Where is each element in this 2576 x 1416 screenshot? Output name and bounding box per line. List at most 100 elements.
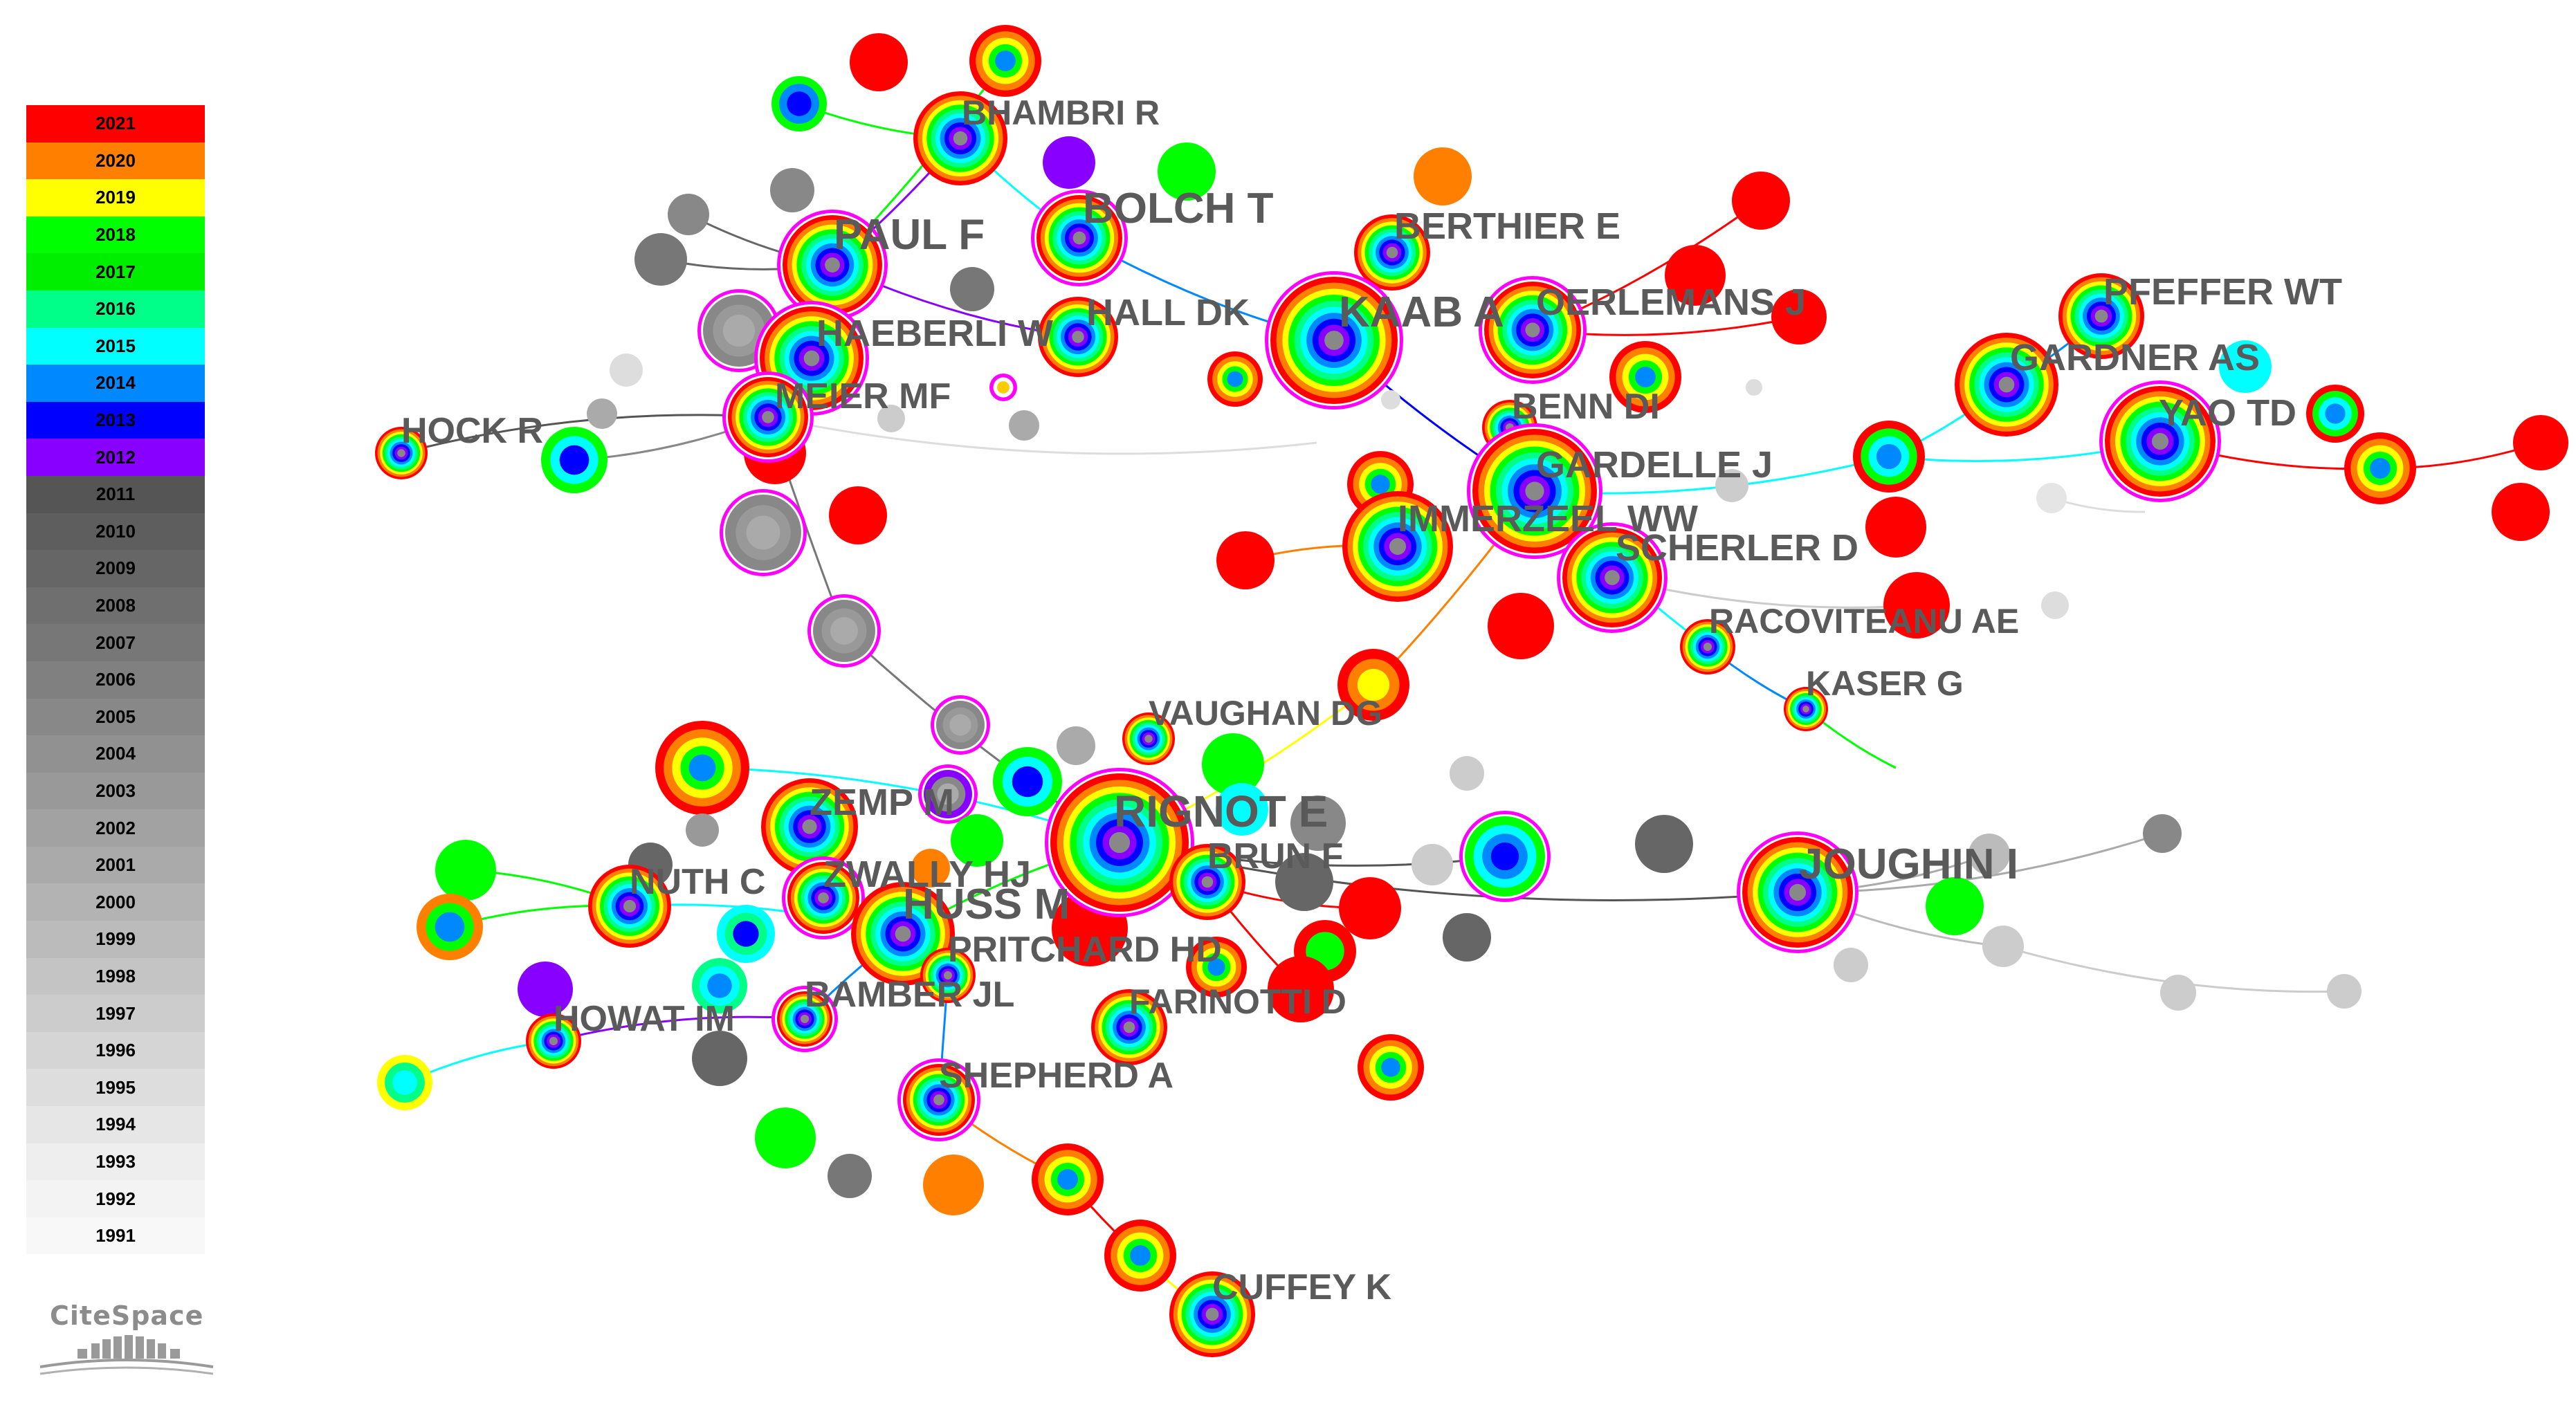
network-node [1057, 726, 1095, 765]
author-node-gardner-as [1955, 333, 2058, 436]
author-node-howat-im [526, 1013, 581, 1069]
legend-year-1993: 1993 [26, 1143, 205, 1181]
legend-year-1997: 1997 [26, 995, 205, 1032]
author-label: RACOVITEANU AE [1709, 602, 2019, 641]
network-node [969, 25, 1041, 97]
author-label: HAEBERLI W [816, 313, 1053, 354]
network-node [668, 194, 709, 235]
legend-year-2012: 2012 [26, 439, 205, 476]
network-node [911, 849, 950, 888]
network-node [1339, 877, 1401, 939]
year-legend: 2021 2020 2019 2018 2017 2016 2015 2014 2013 2012… [26, 105, 205, 1255]
author-node-scherler-d [1557, 522, 1668, 633]
network-node [1488, 593, 1554, 659]
network-node [850, 33, 908, 91]
author-node-bhambri-r [913, 91, 1007, 185]
network-labels: BHAMBRI R BOLCH T PAUL F BERTHIER E HAEBERLI… [401, 93, 2342, 1307]
legend-year-1999: 1999 [26, 921, 205, 958]
network-node [1358, 1034, 1424, 1101]
network-node [1216, 783, 1268, 836]
network-nodes [375, 25, 2568, 1357]
network-node [2143, 814, 2182, 853]
author-label: BHAMBRI R [962, 93, 1160, 132]
author-node-pritchard-hd [920, 948, 976, 1003]
network-node [2160, 975, 2196, 1011]
network-node [993, 747, 1062, 816]
network-node [720, 489, 807, 576]
author-node-hall-dk [1038, 297, 1118, 377]
author-label: KASER G [1806, 664, 1964, 703]
legend-year-2016: 2016 [26, 290, 205, 328]
network-node [2327, 974, 2362, 1009]
legend-year-2000: 2000 [26, 883, 205, 921]
legend-year-2004: 2004 [26, 735, 205, 773]
logo-graphic [39, 1335, 214, 1375]
author-label: KAAB A [1339, 288, 1504, 336]
network-node [634, 233, 687, 286]
author-label: RIGNOT E [1114, 787, 1328, 836]
author-node-bolch-t [1031, 190, 1128, 286]
network-node [2513, 415, 2568, 470]
network-node [1635, 815, 1693, 873]
network-node [587, 398, 617, 429]
author-node-brun-f [1169, 844, 1245, 920]
network-node [771, 76, 827, 131]
network-node [1032, 1143, 1104, 1215]
author-node-nuth-c [588, 865, 671, 948]
author-label: JOUGHIN I [1799, 840, 2018, 888]
legend-year-1991: 1991 [26, 1217, 205, 1255]
legend-year-2001: 2001 [26, 846, 205, 884]
author-label: PAUL F [834, 211, 985, 259]
legend-year-2018: 2018 [26, 216, 205, 254]
network-node [1715, 469, 1748, 502]
network-node [377, 1055, 432, 1110]
network-node [918, 764, 978, 824]
network-node [1009, 410, 1039, 441]
legend-year-2021: 2021 [26, 105, 205, 142]
network-node [950, 267, 994, 311]
network-node [828, 1154, 872, 1198]
legend-year-2007: 2007 [26, 624, 205, 661]
author-node-paul-f [777, 210, 888, 320]
author-node-bamber-jl [771, 986, 838, 1052]
network-node [923, 1155, 984, 1215]
author-label: HOCK R [401, 411, 543, 451]
legend-year-2006: 2006 [26, 661, 205, 699]
network-node [1414, 147, 1472, 205]
network-node [692, 1031, 747, 1086]
legend-year-2002: 2002 [26, 809, 205, 847]
author-label: BAMBER JL [805, 975, 1014, 1015]
network-node [1450, 756, 1484, 791]
author-label: MEIER MF [775, 376, 951, 416]
network-node [877, 405, 905, 432]
network-node [829, 486, 887, 544]
author-label: IMMERZEEL WW [1398, 498, 1698, 540]
author-label: GARDELLE J [1536, 444, 1773, 486]
network-node [697, 289, 780, 372]
network-node [2041, 591, 2069, 619]
author-label: HOWAT IM [554, 999, 735, 1039]
author-label: CUFFEY K [1212, 1267, 1392, 1307]
network-node [1104, 1220, 1176, 1291]
network-node [1337, 649, 1409, 721]
network-node [1275, 853, 1333, 911]
network-node [2219, 340, 2272, 393]
author-label: SCHERLER D [1616, 527, 1858, 569]
network-node [610, 353, 643, 387]
author-label: YAO TD [2159, 392, 2296, 434]
author-node-shepherd-a [897, 1058, 980, 1141]
network-node [1158, 142, 1216, 201]
network-node [1207, 351, 1263, 407]
author-node-hock-r [375, 427, 428, 479]
author-label: BERTHIER E [1394, 205, 1620, 247]
author-node-kaab-a [1265, 271, 1403, 410]
logo-text: CiteSpace [50, 1300, 204, 1331]
legend-year-1998: 1998 [26, 957, 205, 995]
legend-year-1996: 1996 [26, 1031, 205, 1069]
author-node-huss-m [851, 882, 955, 986]
author-label: HALL DK [1086, 292, 1250, 333]
author-label: HUSS M [903, 881, 1070, 928]
author-node-zwally-hj [782, 856, 865, 939]
author-label: BOLCH T [1083, 185, 1274, 232]
network-node [1443, 913, 1491, 962]
